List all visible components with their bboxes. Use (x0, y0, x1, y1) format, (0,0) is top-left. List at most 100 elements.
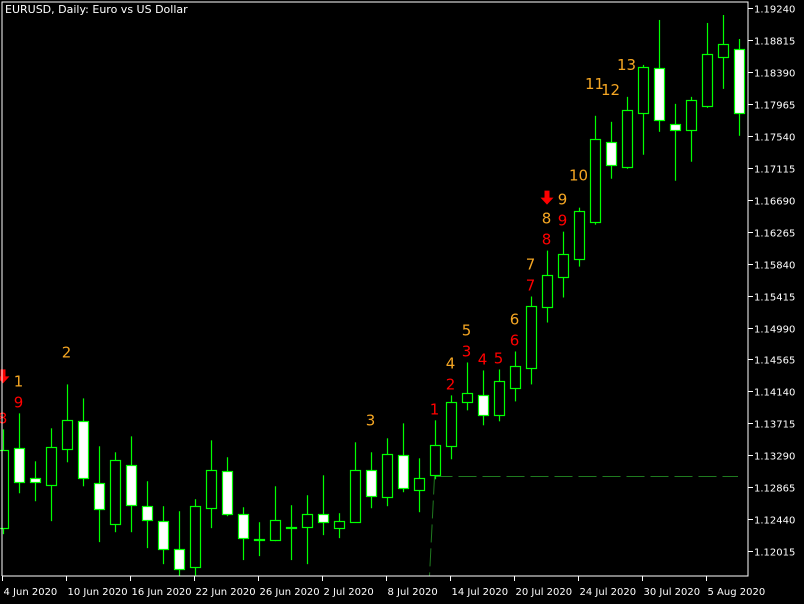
x-tick-label: 24 Jul 2020 (580, 587, 637, 598)
orange-count-label: 1 (14, 372, 24, 390)
bear-candle-body (733, 48, 746, 115)
y-tick-label: 1.12440 (754, 516, 795, 527)
bull-candle-body (685, 99, 698, 132)
bull-candle-body (717, 43, 730, 59)
chart-frame (1, 1, 749, 577)
bear-candle-body (125, 464, 138, 507)
y-tick-label: 1.14565 (754, 356, 795, 367)
red-count-label: 2 (446, 375, 456, 393)
candle (109, 452, 122, 533)
y-tick-label: 1.15415 (754, 293, 795, 304)
y-tick-label: 1.16265 (754, 229, 795, 240)
candle (365, 452, 378, 509)
orange-count-label: 10 (569, 167, 588, 185)
orange-count-label: 12 (601, 81, 620, 99)
bull-candle-body (0, 449, 10, 530)
orange-count-label: 3 (366, 411, 376, 429)
candle (189, 499, 202, 577)
bull-candle-body (541, 274, 554, 309)
bear-candle-body (93, 482, 106, 511)
candle (333, 513, 346, 539)
candle (669, 103, 682, 181)
red-count-label: 8 (542, 231, 552, 249)
x-tick-label: 5 Aug 2020 (708, 587, 766, 598)
bear-candle-body (141, 505, 154, 522)
candle (493, 369, 506, 422)
y-tick-label: 1.19240 (754, 5, 795, 16)
bull-candle-body (349, 469, 362, 524)
candle (701, 22, 714, 108)
bull-candle-body (269, 519, 282, 542)
bull-candle-body (493, 380, 506, 417)
orange-count-label: 2 (62, 343, 72, 361)
candle (317, 475, 330, 536)
bear-candle-body (13, 447, 26, 484)
red-count-label: 9 (14, 393, 24, 411)
candle (621, 96, 634, 169)
red-count-label: 1 (430, 400, 440, 418)
x-tick-label: 14 Jul 2020 (452, 587, 509, 598)
bear-candle-body (365, 469, 378, 498)
red-count-label: 8 (0, 409, 7, 427)
orange-count-label: 6 (510, 310, 520, 328)
candle (541, 250, 554, 323)
orange-count-label: 8 (542, 210, 552, 228)
bull-candle-body (61, 419, 74, 451)
candle (269, 486, 282, 542)
bull-candle-body (525, 305, 538, 370)
x-tick-label: 26 Jun 2020 (260, 587, 320, 598)
candle (29, 461, 42, 502)
candle (253, 522, 266, 557)
y-tick-label: 1.14140 (754, 388, 795, 399)
red-count-label: 7 (526, 277, 536, 295)
bear-candle-body (221, 470, 234, 516)
red-count-label: 4 (478, 350, 488, 368)
x-tick-label: 10 Jun 2020 (68, 587, 128, 598)
y-tick-label: 1.15840 (754, 261, 795, 272)
candle (525, 296, 538, 385)
down-arrow-icon (0, 369, 10, 384)
candle (637, 64, 650, 155)
bull-candle-body (621, 109, 634, 169)
red-count-label: 9 (558, 212, 568, 230)
red-count-label: 6 (510, 331, 520, 349)
y-tick-label: 1.14990 (754, 325, 795, 336)
y-tick-label: 1.16690 (754, 197, 795, 208)
bull-candle-body (189, 505, 202, 569)
y-tick-label: 1.17540 (754, 133, 795, 144)
y-tick-label: 1.17115 (754, 165, 795, 176)
orange-count-label: 5 (462, 321, 472, 339)
bull-candle-body (445, 401, 458, 448)
x-tick-label: 30 Jul 2020 (644, 587, 701, 598)
candle (285, 505, 298, 561)
support-level-line (429, 476, 738, 577)
bear-candle-body (397, 454, 410, 490)
y-tick-label: 1.12015 (754, 548, 795, 559)
y-tick-label: 1.17965 (754, 101, 795, 112)
candle (45, 428, 58, 522)
candle (477, 370, 490, 426)
bull-candle-body (461, 392, 474, 404)
candle (397, 423, 410, 493)
bull-candle-body (45, 446, 58, 487)
candle (381, 438, 394, 507)
y-tick-label: 1.18390 (754, 69, 795, 80)
orange-count-label: 7 (526, 256, 536, 274)
y-tick-label: 1.18815 (754, 37, 795, 48)
bear-candle-body (237, 513, 250, 540)
bear-candle-body (669, 123, 682, 132)
bull-candle-body (589, 138, 602, 224)
candle (221, 457, 234, 517)
bull-candle-body (429, 444, 442, 477)
candle (461, 362, 474, 411)
bull-candle-body (413, 477, 426, 492)
bull-candle-body (333, 520, 346, 530)
candle (589, 115, 602, 225)
x-tick-label: 8 Jul 2020 (388, 587, 438, 598)
chart-title: EURUSD, Daily: Euro vs US Dollar (5, 3, 188, 16)
bear-candle-body (477, 394, 490, 417)
bull-candle-body (381, 453, 394, 499)
candle (125, 436, 138, 533)
candle (413, 458, 426, 513)
